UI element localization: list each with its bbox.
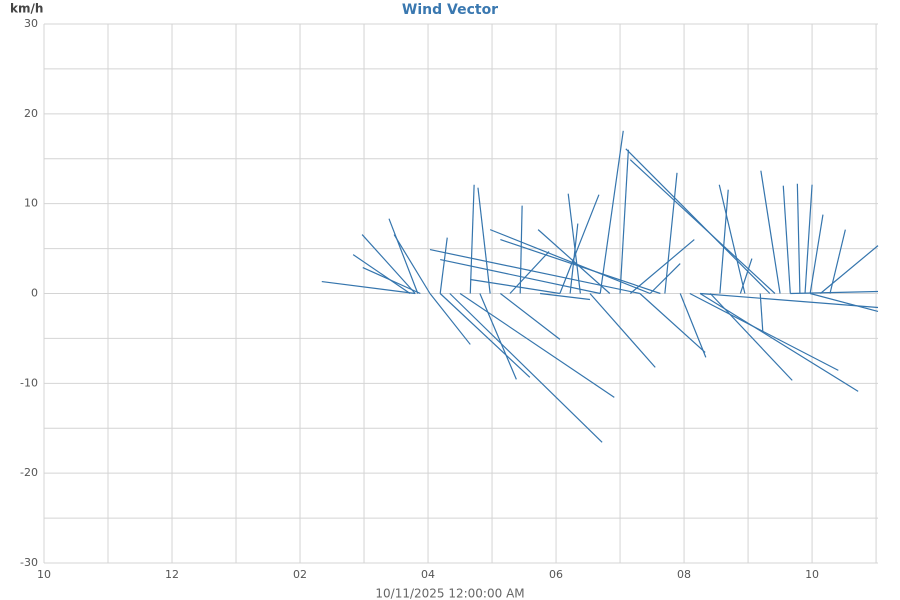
wind-vector [469, 184, 475, 294]
wind-vector [679, 293, 707, 358]
wind-vector [429, 248, 641, 295]
wind-vector [639, 293, 706, 353]
wind-vector [500, 239, 661, 295]
wind-vector [790, 290, 879, 295]
chart-title: Wind Vector [402, 2, 498, 18]
wind-vector [477, 187, 491, 294]
wind-vector [537, 229, 611, 294]
wind-vector [625, 148, 771, 294]
wind-vector [709, 293, 793, 381]
wind-vector [499, 293, 561, 340]
wind-vector [439, 237, 448, 294]
x-tick-label: 04 [421, 568, 435, 581]
wind-vector [759, 293, 764, 332]
x-tick-label: 02 [293, 568, 307, 581]
wind-vector [796, 183, 801, 294]
wind-vector [589, 293, 656, 368]
x-axis-label: 10/11/2025 12:00:00 AM [375, 587, 524, 600]
wind-vector [719, 189, 729, 294]
wind-vector [649, 263, 681, 294]
wind-vector [782, 185, 791, 294]
wind-vector [739, 258, 753, 294]
wind-vector [439, 293, 531, 378]
wind-vector [539, 292, 591, 301]
y-tick-label: 0 [31, 287, 38, 300]
x-tick-label: 12 [165, 568, 179, 581]
wind-vector [361, 234, 416, 294]
wind-vector [393, 234, 431, 294]
x-tick-label: 08 [677, 568, 691, 581]
wind-vector [362, 266, 421, 295]
y-tick-label: -20 [20, 466, 38, 479]
x-tick-label: 10 [37, 568, 51, 581]
wind-vector [629, 239, 695, 294]
wind-vector [829, 229, 846, 294]
wind-vector [718, 184, 746, 294]
x-tick-label: 10 [805, 568, 819, 581]
wind-vector [559, 194, 600, 294]
wind-vector [809, 292, 879, 313]
y-tick-label: -10 [20, 376, 38, 389]
wind-vector [619, 149, 629, 294]
y-tick-label: -30 [20, 556, 38, 569]
wind-vector [820, 245, 879, 294]
wind-vector [352, 254, 411, 294]
wind-vector [489, 229, 651, 295]
wind-vector [760, 170, 781, 294]
wind-vector [388, 218, 419, 294]
y-tick-label: 20 [24, 107, 38, 120]
wind-vector [689, 292, 839, 371]
wind-vector [569, 223, 579, 294]
wind-vector [809, 214, 824, 294]
wind-vector [804, 184, 813, 294]
wind-vector [567, 193, 581, 294]
wind-vector [479, 293, 517, 380]
wind-vector [664, 172, 678, 294]
y-tick-label: 10 [24, 197, 38, 210]
wind-vector [321, 280, 416, 295]
x-tick-label: 06 [549, 568, 563, 581]
y-tick-label: 30 [24, 17, 38, 30]
y-axis-label: km/h [10, 2, 43, 16]
wind-vector [629, 159, 776, 294]
wind-vector [429, 293, 471, 345]
wind-vector [599, 130, 624, 294]
wind-vector [449, 293, 603, 443]
wind-vector [470, 278, 560, 295]
wind-vector [519, 205, 523, 294]
wind-vector [440, 258, 601, 295]
wind-vector [459, 293, 615, 398]
wind-vector [700, 292, 879, 309]
